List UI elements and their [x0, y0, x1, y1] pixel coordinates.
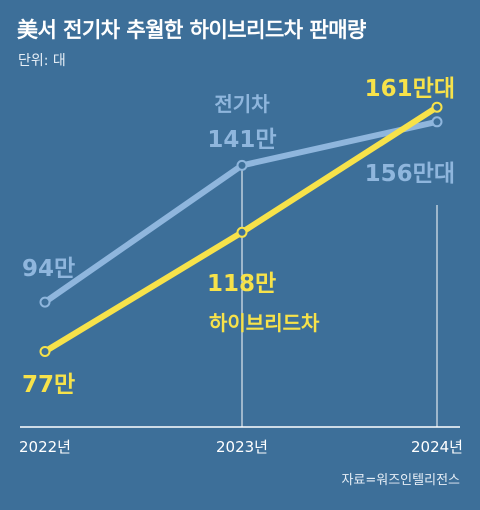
x-tick-label: 2022년 — [19, 438, 71, 456]
series-label-hybrid: 하이브리드차 — [209, 311, 320, 335]
page-title: 美서 전기차 추월한 하이브리드차 판매량 — [17, 18, 366, 42]
source-note: 자료=워즈인텔리전스 — [341, 473, 460, 488]
drop-lines — [241, 165, 438, 427]
data-point-ev — [236, 159, 248, 171]
data-label-hybrid-2022: 77만 — [22, 372, 75, 398]
unit-label: 단위: 대 — [18, 53, 66, 69]
data-point-hybrid — [39, 346, 51, 357]
data-point-hybrid — [431, 101, 443, 113]
data-label-hybrid-2023: 118만 — [207, 271, 276, 297]
x-tick-labels: 2022년 2023년 2024년 — [19, 438, 463, 456]
series-label-ev: 전기차 — [214, 92, 270, 116]
data-label-ev-2024: 156만대 — [365, 161, 455, 187]
data-point-ev — [39, 296, 51, 308]
data-point-ev — [431, 116, 443, 128]
data-label-hybrid-2024: 161만대 — [365, 76, 455, 102]
data-label-ev-2022: 94만 — [22, 256, 75, 282]
data-point-hybrid — [236, 226, 248, 238]
x-tick-label: 2023년 — [216, 438, 268, 456]
x-tick-label: 2024년 — [411, 438, 463, 456]
data-label-ev-2023: 141만 — [207, 127, 276, 153]
series-points — [39, 101, 443, 357]
